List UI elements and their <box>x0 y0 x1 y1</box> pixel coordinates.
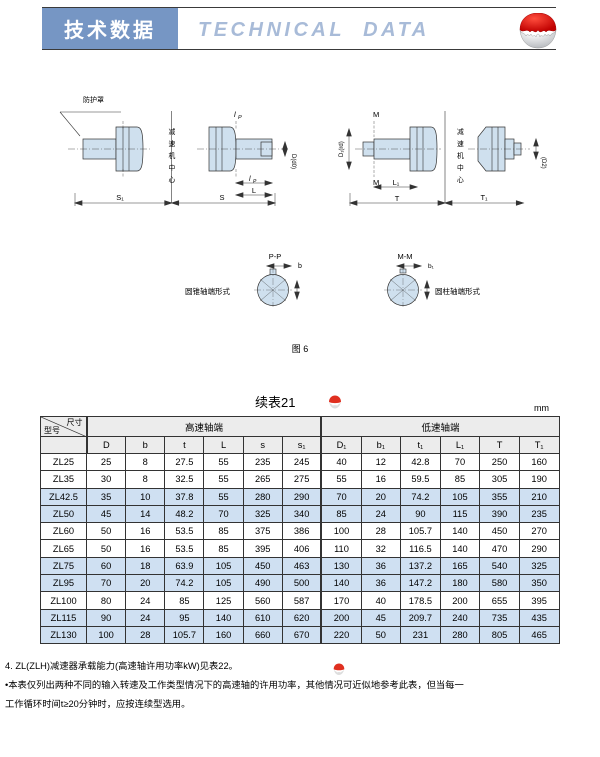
svg-text:圆锥轴端形式: 圆锥轴端形式 <box>185 286 230 296</box>
svg-text:L₁: L₁ <box>393 178 400 187</box>
svg-text:中: 中 <box>457 163 464 172</box>
svg-text:T: T <box>395 194 400 203</box>
svg-text:心: 心 <box>457 176 464 184</box>
svg-text:机: 机 <box>457 151 464 160</box>
svg-text:b₁: b₁ <box>428 263 435 270</box>
svg-text:M: M <box>373 110 379 119</box>
svg-text:M-M: M-M <box>398 252 413 261</box>
svg-text:防护罩: 防护罩 <box>83 95 104 104</box>
svg-text:减: 减 <box>457 127 464 136</box>
svg-text:b: b <box>298 263 302 270</box>
svg-text:D₁(rd): D₁(rd) <box>339 141 345 157</box>
svg-text:P: P <box>253 179 257 185</box>
svg-text:S₁: S₁ <box>116 193 124 202</box>
svg-text:图 6: 图 6 <box>292 344 309 354</box>
svg-text:P-P: P-P <box>269 252 282 261</box>
svg-text:D(d0): D(d0) <box>290 154 296 169</box>
svg-text:圆柱轴端形式: 圆柱轴端形式 <box>435 286 480 296</box>
svg-text:L: L <box>252 186 256 195</box>
svg-text:减: 减 <box>169 127 176 136</box>
svg-text:心: 心 <box>169 176 176 184</box>
svg-text:P: P <box>238 115 242 121</box>
svg-text:l: l <box>249 176 251 183</box>
svg-text:(D2): (D2) <box>540 157 546 169</box>
svg-text:机: 机 <box>169 151 176 160</box>
svg-text:l: l <box>234 110 236 119</box>
svg-text:T₁: T₁ <box>480 193 488 202</box>
svg-text:速: 速 <box>169 140 176 148</box>
svg-text:S: S <box>219 193 224 202</box>
svg-text:速: 速 <box>457 140 464 148</box>
svg-text:中: 中 <box>169 163 176 172</box>
